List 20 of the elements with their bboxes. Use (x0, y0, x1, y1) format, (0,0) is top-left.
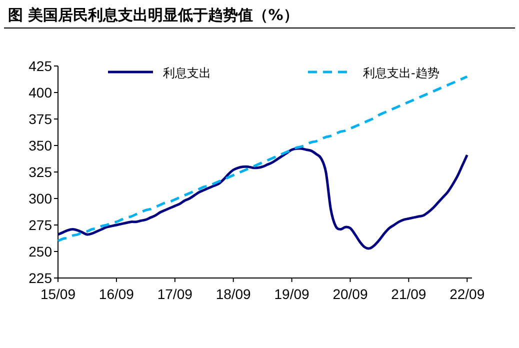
y-tick-label: 300 (28, 190, 52, 206)
y-tick-label: 400 (28, 84, 52, 100)
y-tick-label: 425 (28, 58, 52, 74)
y-tick-label: 375 (28, 111, 52, 127)
legend-label: 利息支出 (163, 66, 211, 80)
x-tick-label: 17/09 (157, 286, 193, 302)
x-tick-label: 20/09 (332, 286, 368, 302)
x-tick-label: 16/09 (98, 286, 134, 302)
legend-label: 利息支出-趋势 (363, 66, 440, 80)
x-tick-label: 19/09 (274, 286, 310, 302)
chart-title: 图 美国居民利息支出明显低于趋势值（%） (8, 6, 298, 24)
y-tick-label: 250 (28, 244, 52, 260)
y-tick-label: 350 (28, 138, 52, 154)
x-tick-label: 22/09 (450, 286, 485, 302)
x-tick-label: 21/09 (391, 286, 426, 302)
x-tick-label: 15/09 (40, 286, 76, 302)
y-tick-label: 275 (28, 217, 52, 233)
y-tick-label: 325 (28, 164, 52, 180)
y-tick-label: 225 (28, 270, 52, 286)
x-tick-label: 18/09 (216, 286, 252, 302)
